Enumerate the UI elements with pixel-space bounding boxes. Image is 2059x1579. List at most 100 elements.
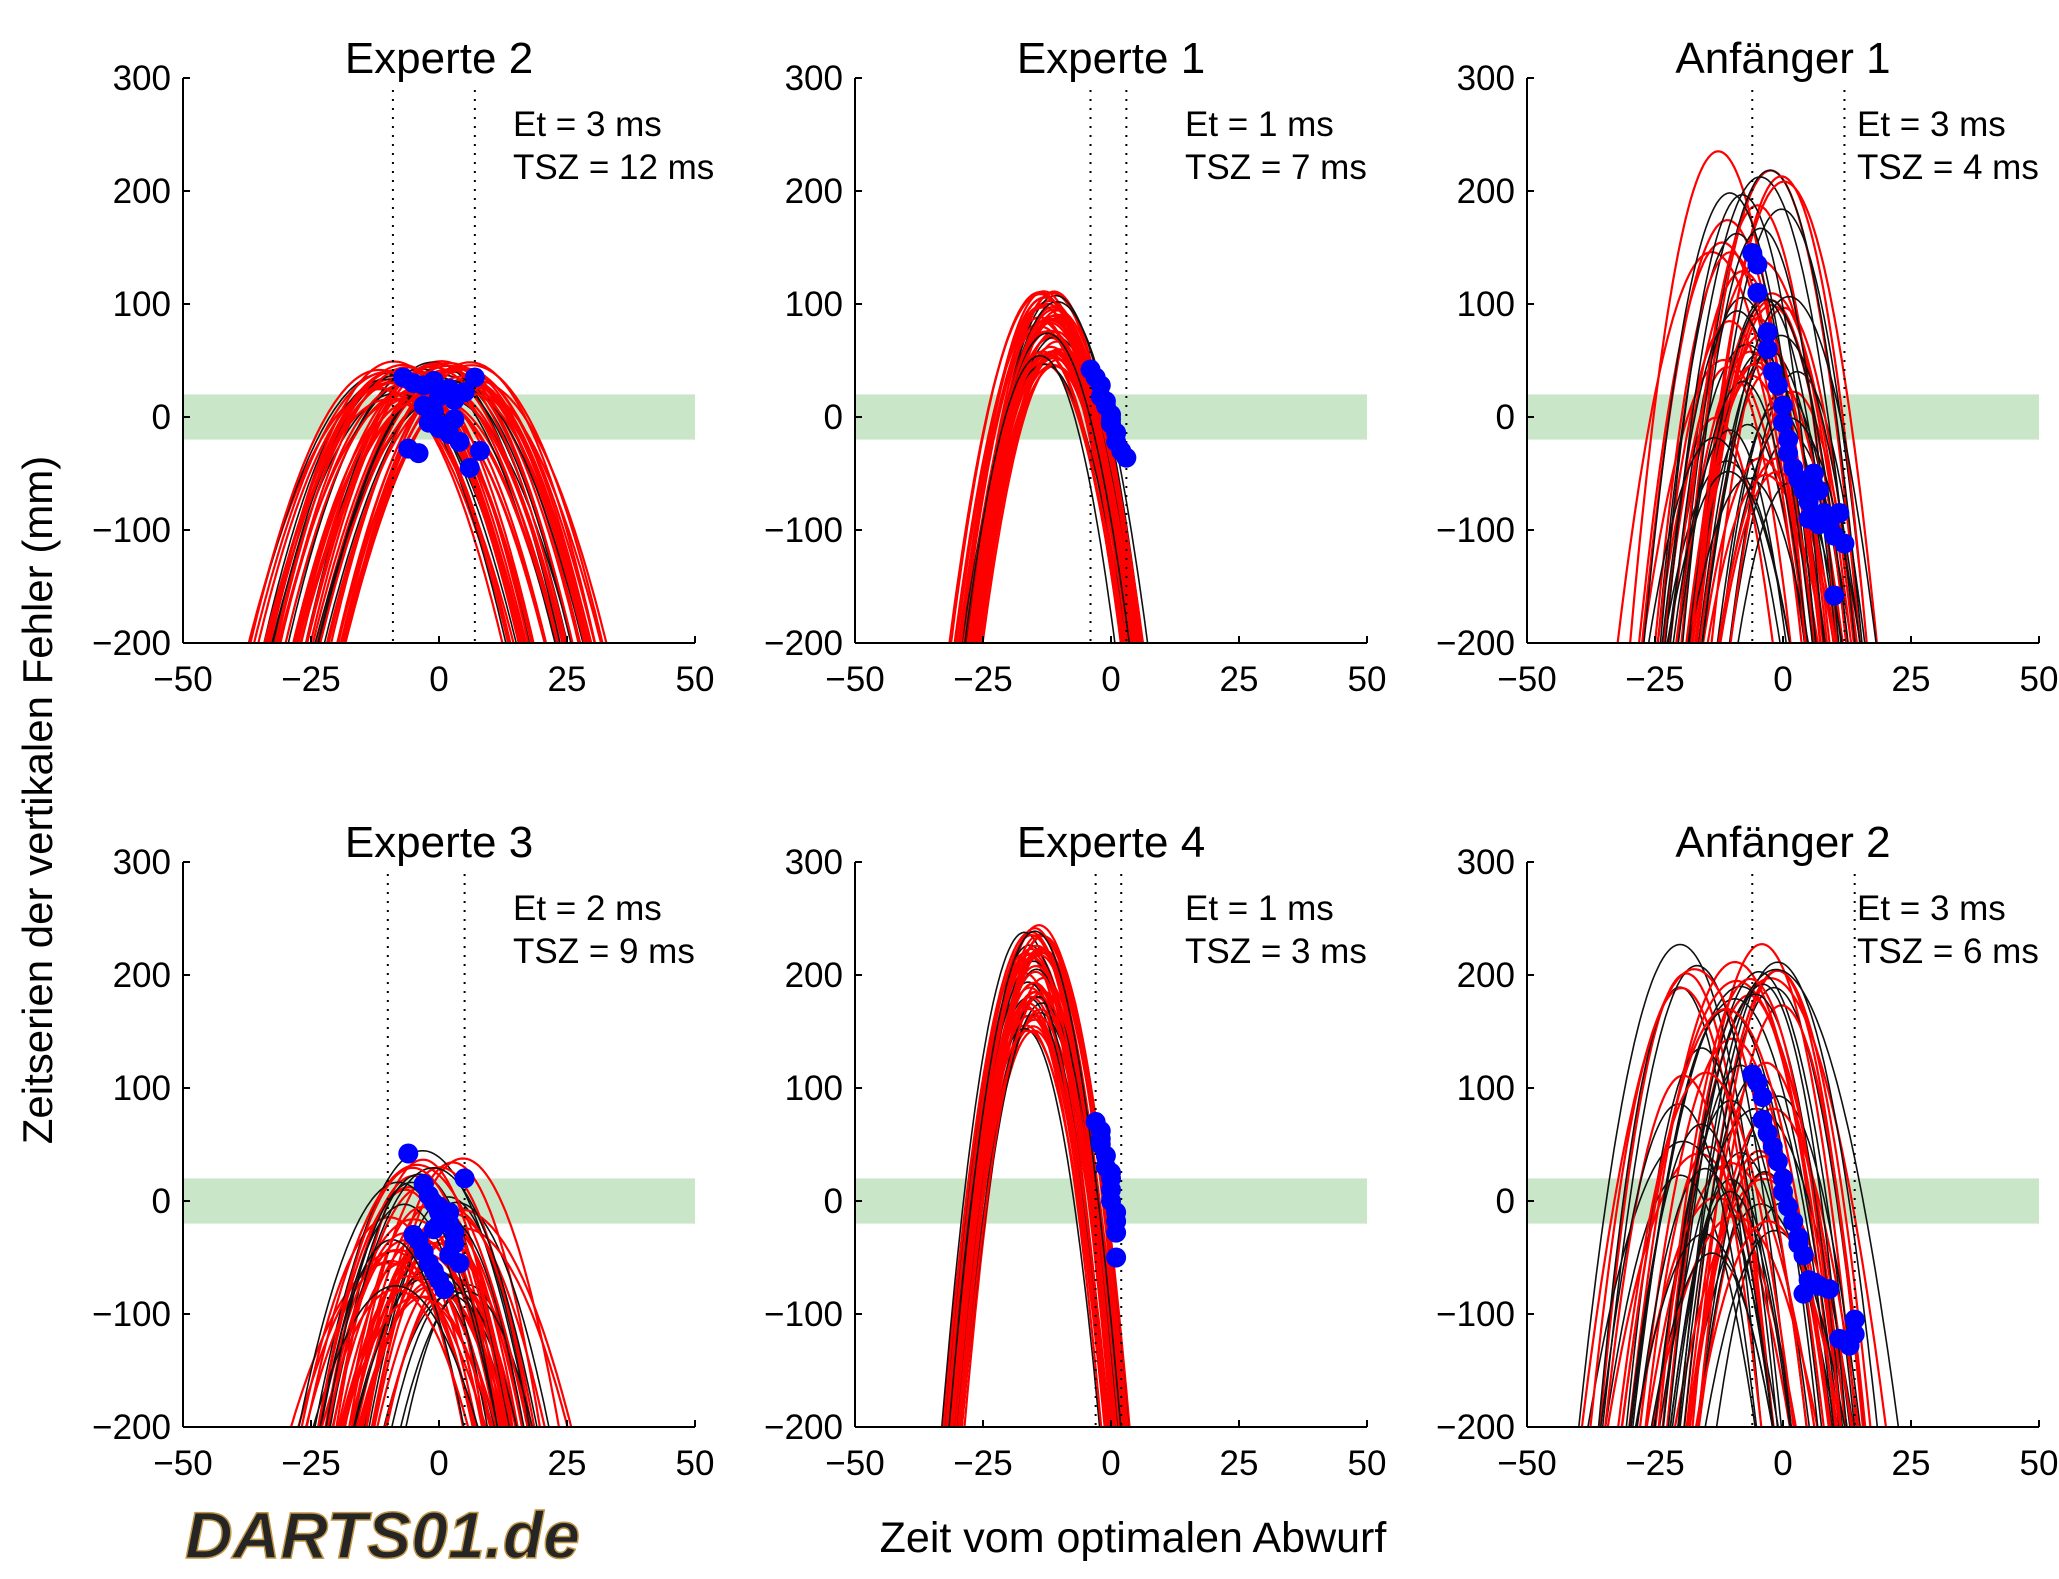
trajectory-curve-red [966,308,1143,643]
x-tick-label: 0 [1773,660,1792,699]
trajectory-curve-red [1666,942,1858,1427]
y-tick-label: 300 [1457,843,1515,882]
trajectory-curve-red [958,934,1126,1427]
panel-annotation: Et = 1 ms [1185,889,1334,928]
trajectory-curve-black [1683,986,1865,1427]
release-point [1090,1128,1111,1149]
trajectory-curve-red [1694,175,1868,643]
y-tick-label: 100 [1457,1069,1515,1108]
x-tick-label: 25 [1892,1444,1931,1483]
x-tick-label: 25 [548,660,587,699]
trajectory-curve-red [1617,1071,1795,1427]
x-tick-label: −25 [281,660,340,699]
release-point [1844,1309,1865,1330]
trajectory-curve-black [320,1203,489,1427]
trajectory-curve-red [1656,319,1803,643]
release-point [469,440,490,461]
y-axis-label: Zeitserien der vertikalen Fehler (mm) [14,456,61,1145]
release-point [403,1224,424,1245]
trajectory-curve-black [1604,1174,1756,1427]
release-point [1788,1233,1809,1254]
panel-title: Experte 3 [345,818,533,867]
trajectory-curve-red [1694,1220,1842,1427]
x-tick-label: 50 [676,1444,715,1483]
trajectory-curve-red [1690,180,1878,643]
panels: −50 −25 0 25 50 −200 −100 0 100 200 300 Experte 2 Et… [92,34,2058,1483]
trajectory-curve-red [950,981,1118,1427]
release-point [1773,412,1793,433]
trajectory-curve-black [1695,1095,1862,1427]
y-tick-label: 200 [113,956,171,995]
release-point [439,1202,460,1223]
trajectory-curve-red [1598,972,1775,1427]
panel-annotation: TSZ = 3 ms [1185,932,1367,971]
y-tick-label: 200 [113,172,171,211]
trajectory-curve-red [1691,969,1864,1427]
release-point [1783,1211,1804,1232]
trajectory-curve-black [1704,1229,1846,1427]
trajectory-curve-red [1695,304,1848,643]
release-point [1095,391,1116,412]
release-point [423,370,444,391]
y-tick-label: 200 [785,172,843,211]
trajectory-curve-black [1679,1073,1835,1427]
release-point [1106,1247,1127,1268]
y-tick-label: −200 [764,624,843,663]
trajectory-curve-red [341,1295,495,1427]
trajectory-curve-black [1577,943,1783,1427]
trajectory-curve-black [365,1196,532,1427]
trajectory-curve-red [1668,259,1853,643]
y-tick-label: 300 [785,843,843,882]
panel-title: Experte 4 [1017,818,1205,867]
x-tick-label: 50 [2020,660,2059,699]
trajectory-curve-red [1604,1074,1763,1427]
release-point [398,1143,419,1164]
y-tick-label: −100 [764,511,843,550]
trajectory-curve-red [1696,1004,1867,1427]
trajectory-curves [948,290,1149,643]
trajectory-curve-black [1669,1190,1791,1427]
release-point [423,1219,444,1240]
trajectory-curve-black [368,1216,525,1427]
trajectory-curve-red [979,348,1139,643]
panel-4: −50 −25 0 25 50 −200 −100 0 100 200 300 Experte 3 Et… [92,818,714,1483]
trajectory-curve-red [961,320,1123,643]
trajectory-curve-black [948,930,1122,1427]
panel-annotation: TSZ = 4 ms [1857,148,2039,187]
trajectory-curve-red [257,386,504,643]
trajectory-curve-red [958,948,1123,1427]
release-point [1767,1151,1788,1172]
trajectory-curve-black [328,1166,538,1427]
x-tick-label: 50 [2020,1444,2059,1483]
release-point [1824,585,1845,606]
trajectory-curve-red [1657,977,1843,1427]
trajectory-curve-black [1587,1140,1780,1427]
x-axis-label: Zeit vom optimalen Abwurf [880,1514,1388,1562]
release-point [1757,339,1778,360]
y-tick-label: −100 [92,1295,171,1334]
trajectory-curve-black [1672,429,1787,643]
trajectory-curve-red [293,395,546,643]
trajectory-curve-red [963,319,1142,643]
release-point [1101,409,1121,430]
panel-annotation: Et = 1 ms [1185,105,1334,144]
release-point [1757,322,1778,343]
trajectory-curve-black [1643,192,1817,643]
panel-annotation: TSZ = 7 ms [1185,148,1367,187]
x-tick-label: 50 [676,660,715,699]
x-tick-label: −50 [1497,660,1556,699]
y-tick-label: 100 [785,285,843,324]
trajectory-curve-red [1662,366,1792,643]
y-tick-label: 300 [785,59,843,98]
trajectory-curve-black [1737,481,1843,643]
trajectory-curve-red [357,1295,492,1427]
y-tick-label: 0 [1496,398,1515,437]
release-point [1747,282,1768,303]
trajectory-curve-red [315,368,580,643]
x-tick-label: 0 [429,1444,448,1483]
trajectory-curve-red [359,1227,569,1427]
x-tick-label: 25 [1220,660,1259,699]
trajectory-curve-red [1620,1007,1832,1427]
trajectory-curve-black [391,1290,518,1427]
